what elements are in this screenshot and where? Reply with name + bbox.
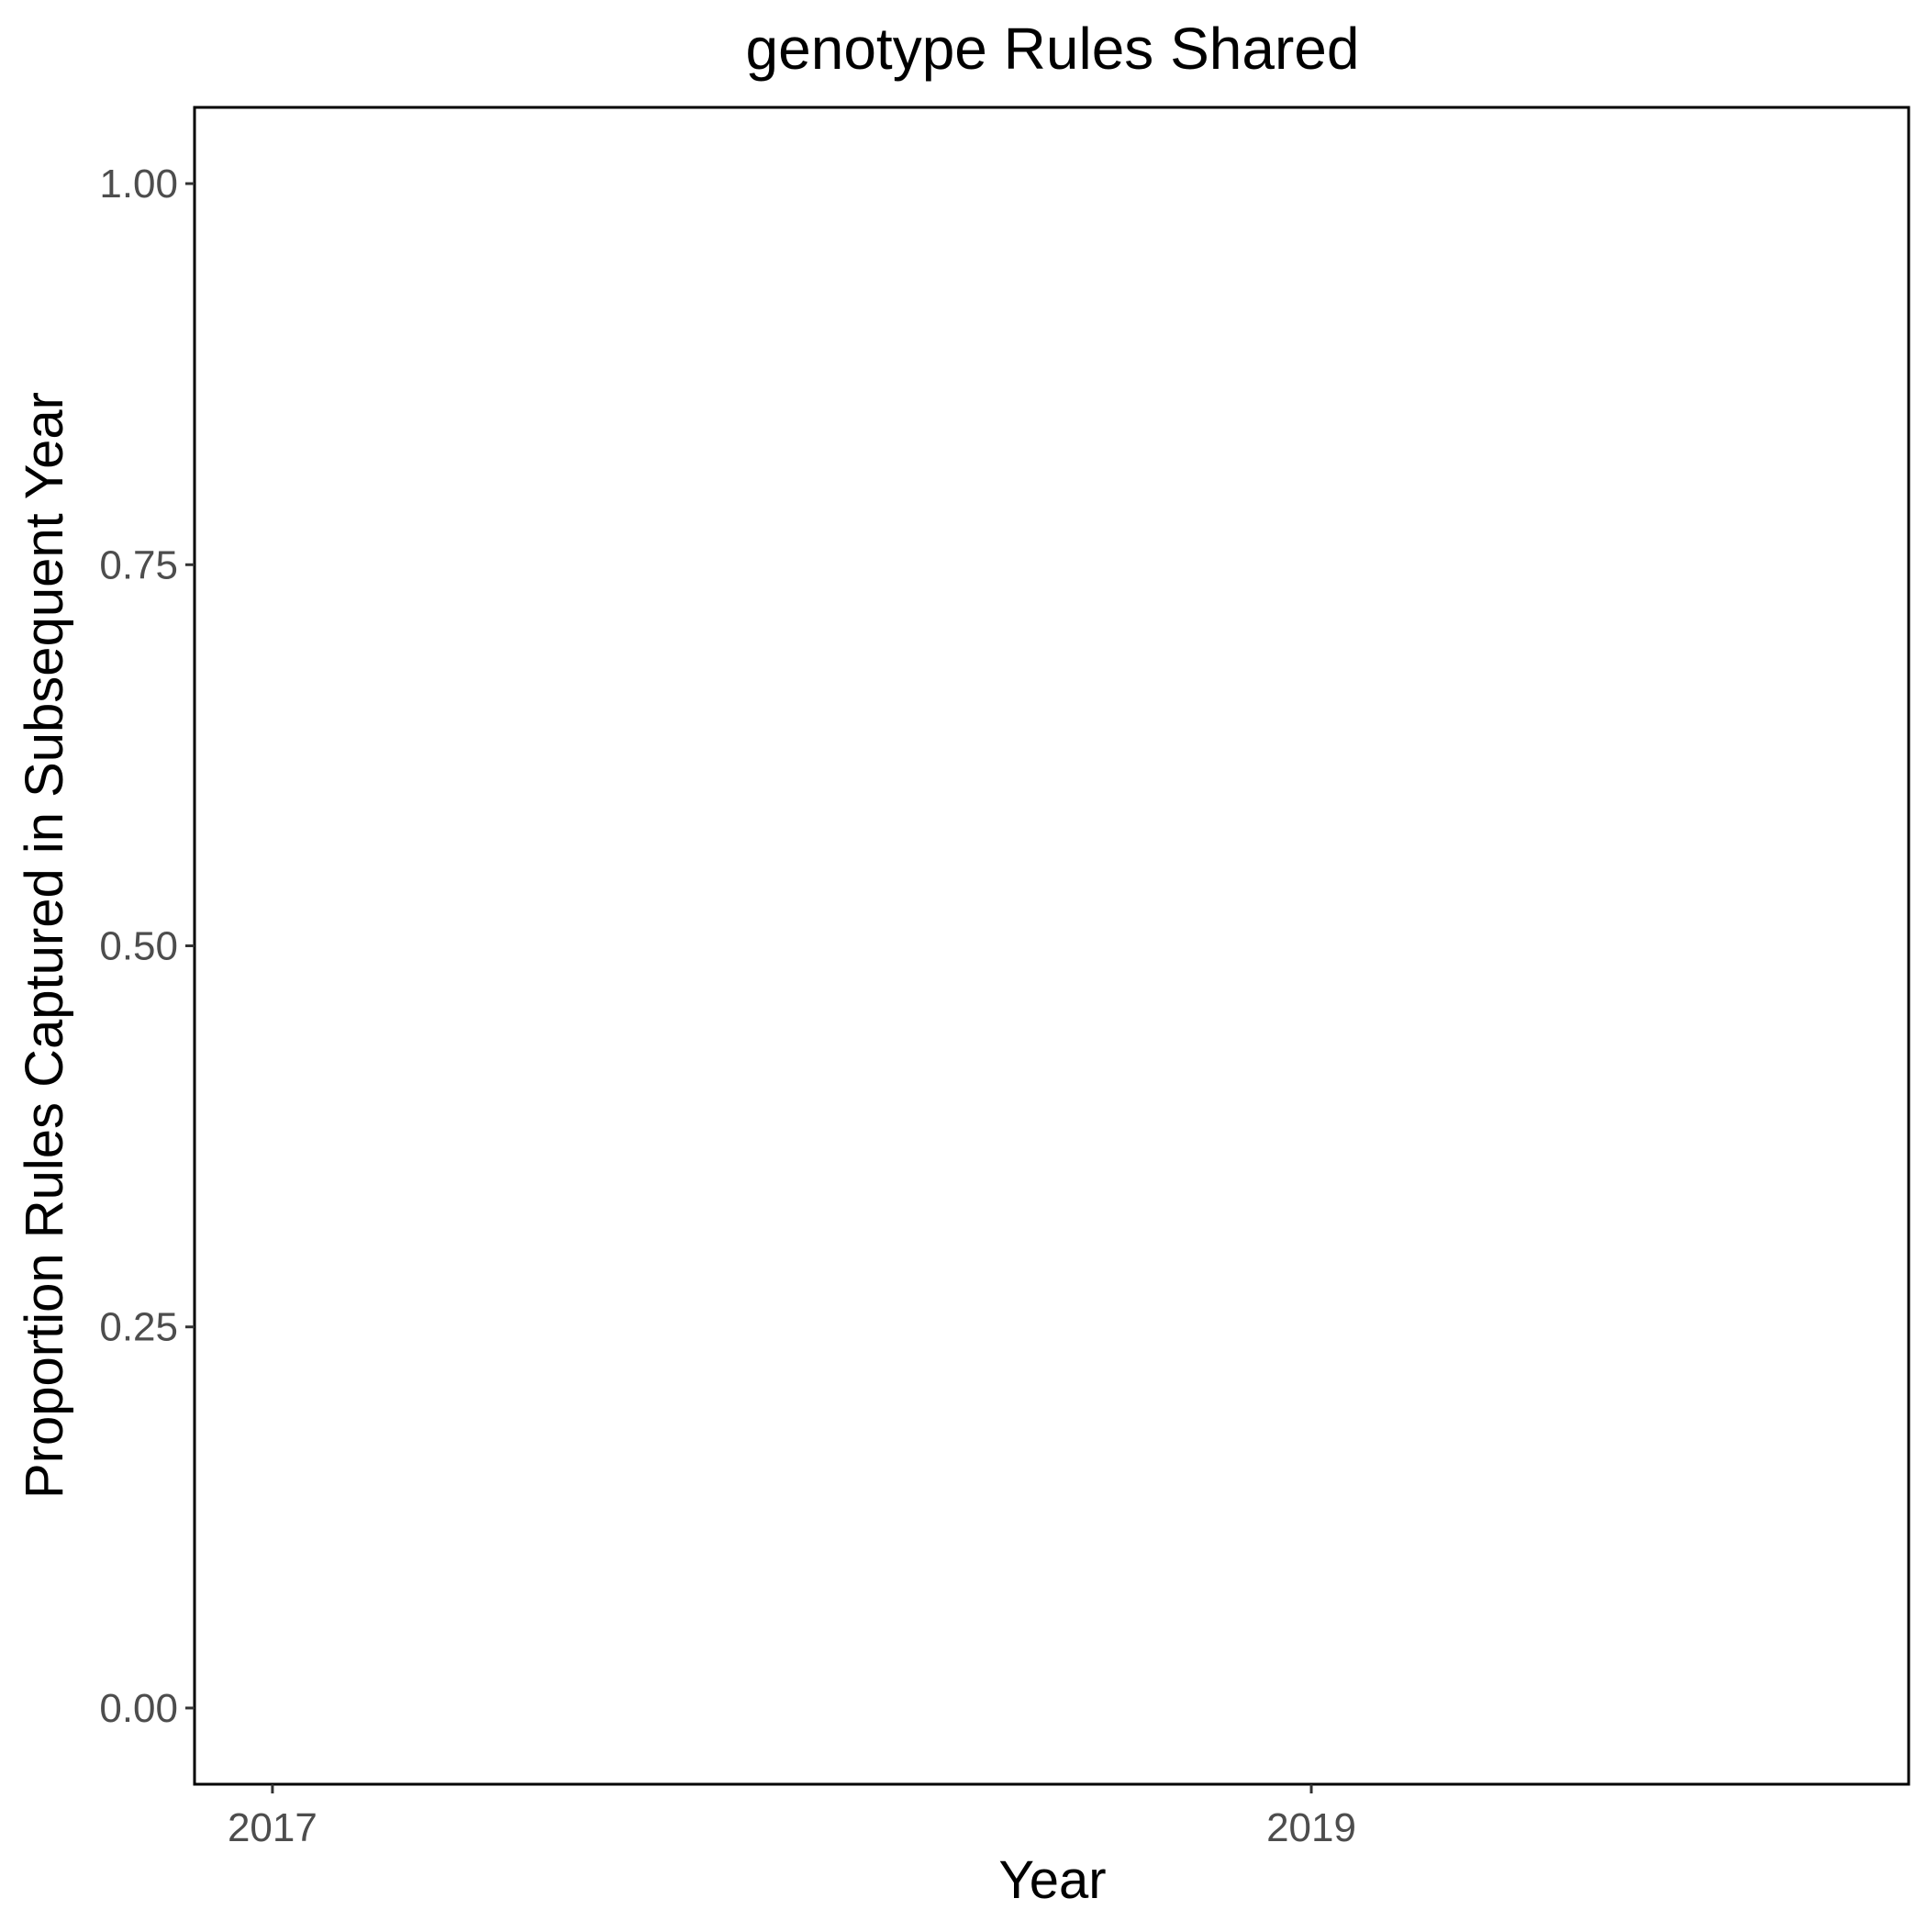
y-tick-label: 0.50 — [99, 924, 178, 969]
y-tick-label: 0.00 — [99, 1686, 178, 1731]
y-axis: 0.00 0.25 0.50 0.75 1.00 — [99, 162, 195, 1731]
y-tick-label: 0.75 — [99, 542, 178, 587]
y-tick-label: 1.00 — [99, 162, 178, 207]
y-tick-label: 0.25 — [99, 1305, 178, 1350]
y-axis-label: Proportion Rules Captured in Subsequent … — [15, 392, 74, 1499]
x-tick-label: 2019 — [1266, 1805, 1356, 1850]
x-axis-label: Year — [998, 1850, 1106, 1910]
x-axis: 2017 2019 — [228, 1784, 1356, 1850]
chart-title: genotype Rules Shared — [746, 16, 1360, 82]
plot-panel — [193, 106, 1910, 1786]
x-tick-label: 2017 — [228, 1805, 317, 1850]
